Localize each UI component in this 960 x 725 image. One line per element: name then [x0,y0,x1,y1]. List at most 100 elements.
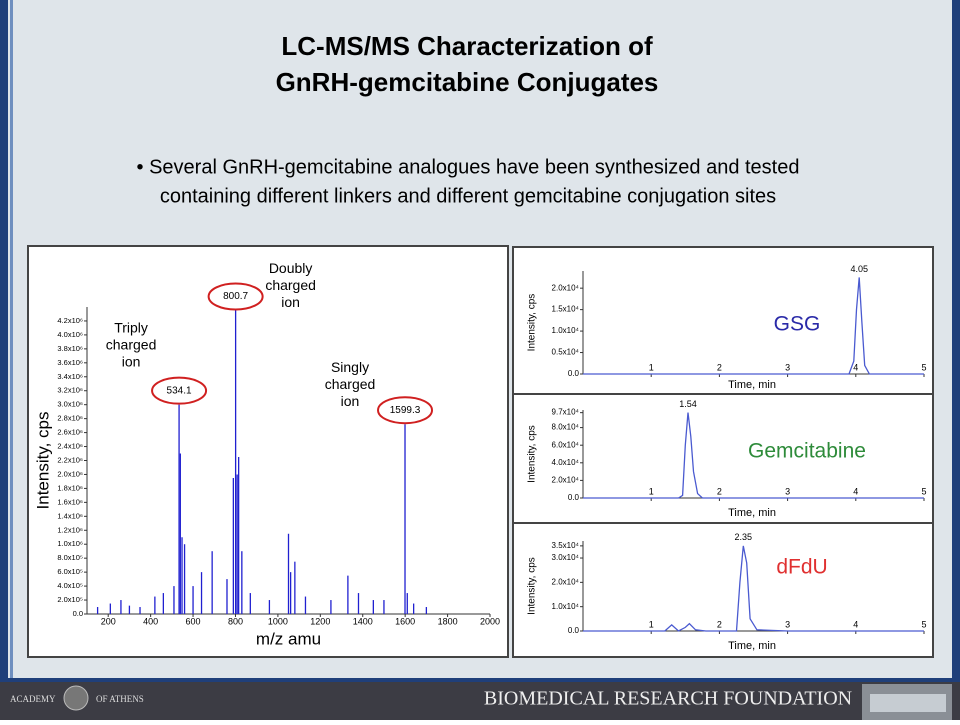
footer-text: BIOMEDICAL RESEARCH FOUNDATION [484,688,852,710]
x-tick-label: 1200 [310,616,330,626]
x-tick-label: 2 [717,362,722,372]
annotation: ion [122,353,141,369]
y-tick-label: 1.8x10⁶ [57,483,83,492]
x-tick-label: 1 [649,619,654,629]
y-tick-label: 4.0x10⁶ [57,330,83,339]
y-tick-label: 2.6x10⁶ [57,428,83,437]
right-stripe [952,0,960,678]
annotation: charged [265,277,316,293]
footer [0,678,960,720]
x-axis-label: Time, min [728,379,776,391]
trace [583,277,924,375]
y-tick-label: 3.5x10⁴ [552,541,580,550]
x-tick-label: 600 [186,616,201,626]
y-axis-label: Intensity, cps [527,425,538,483]
peak-label: 4.05 [850,264,868,274]
y-tick-label: 6.0x10⁴ [552,440,580,449]
y-tick-label: 3.4x10⁶ [57,372,83,381]
x-axis-label: Time, min [728,640,776,652]
y-tick-label: 2.0x10⁴ [552,476,580,485]
annotation: charged [106,336,157,352]
y-tick-label: 6.0x10⁵ [57,567,83,576]
left-stripe [0,0,8,678]
y-tick-label: 1.0x10⁶ [57,539,83,548]
x-tick-label: 4 [853,619,858,629]
y-tick-label: 2.0x10⁶ [57,469,83,478]
y-tick-label: 1.6x10⁶ [57,497,83,506]
y-tick-label: 1.0x10⁴ [552,602,580,611]
y-tick-label: 8.0x10⁴ [552,423,580,432]
building-image [870,694,946,712]
y-axis-label: Intensity, cps [527,294,538,352]
y-axis-label: Intensity, cps [33,412,52,510]
x-tick-label: 800 [228,616,243,626]
y-tick-label: 0.5x10⁴ [552,348,580,357]
y-tick-label: 8.0x10⁵ [57,553,83,562]
annotation: ion [281,294,300,310]
x-tick-label: 1 [649,486,654,496]
trace [583,545,924,632]
annotation: charged [325,376,376,392]
chart-title: GSG [774,313,821,336]
y-tick-label: 0.0 [73,609,83,618]
x-tick-label: 4 [853,362,858,372]
logo [63,685,89,711]
x-tick-label: 5 [921,362,926,372]
peak-circle [377,396,434,425]
y-tick-label: 2.0x10⁴ [552,283,580,292]
y-tick-label: 3.6x10⁶ [57,358,83,367]
annotation: Doubly [269,260,313,276]
x-axis-label: Time, min [728,507,776,519]
title: LC-MS/MS Characterization of [281,31,653,61]
y-tick-label: 1.2x10⁶ [57,525,83,534]
x-tick-label: 2 [717,619,722,629]
peak-label: 1.54 [679,399,697,409]
y-tick-label: 1.5x10⁴ [552,305,580,314]
bullet: • Several GnRH-gemcitabine analogues hav… [137,156,800,178]
peak-label: 2.35 [735,532,753,542]
x-tick-label: 400 [143,616,158,626]
y-tick-label: 3.0x10⁴ [552,553,580,562]
annotation: ion [341,393,360,409]
y-tick-label: 3.2x10⁶ [57,386,83,395]
x-tick-label: 2 [717,486,722,496]
x-tick-label: 3 [785,486,790,496]
chart-title: dFdU [776,556,827,579]
y-tick-label: 2.8x10⁶ [57,414,83,423]
y-tick-label: 3.8x10⁶ [57,344,83,353]
footer-text: OF ATHENS [96,694,144,704]
x-tick-label: 1 [649,362,654,372]
x-tick-label: 2000 [480,616,500,626]
x-tick-label: 1400 [353,616,373,626]
peak-label: 1599.3 [390,405,421,416]
y-tick-label: 0.0 [568,369,580,378]
left-stripe [10,0,13,678]
y-tick-label: 4.0x10⁵ [57,581,83,590]
title: GnRH-gemcitabine Conjugates [276,67,659,97]
y-axis-label: Intensity, cps [527,557,538,615]
y-tick-label: 0.0 [568,493,580,502]
x-tick-label: 5 [921,619,926,629]
panel [27,245,509,658]
peak-circle [207,282,264,311]
x-tick-label: 5 [921,486,926,496]
x-tick-label: 1600 [395,616,415,626]
y-tick-label: 1.0x10⁴ [552,326,580,335]
chart-title: Gemcitabine [748,440,866,463]
trace [583,412,924,499]
peak-label: 534.1 [167,385,192,396]
x-tick-label: 4 [853,486,858,496]
y-tick-label: 4.0x10⁴ [552,458,580,467]
x-tick-label: 1000 [268,616,288,626]
x-tick-label: 3 [785,619,790,629]
x-tick-label: 3 [785,362,790,372]
y-tick-label: 2.0x10⁵ [57,595,83,604]
x-tick-label: 1800 [438,616,458,626]
y-tick-label: 3.0x10⁶ [57,400,83,409]
x-tick-label: 200 [101,616,116,626]
x-axis-label: m/z amu [256,629,321,648]
annotation: Triply [114,319,148,335]
y-tick-label: 1.4x10⁶ [57,511,83,520]
